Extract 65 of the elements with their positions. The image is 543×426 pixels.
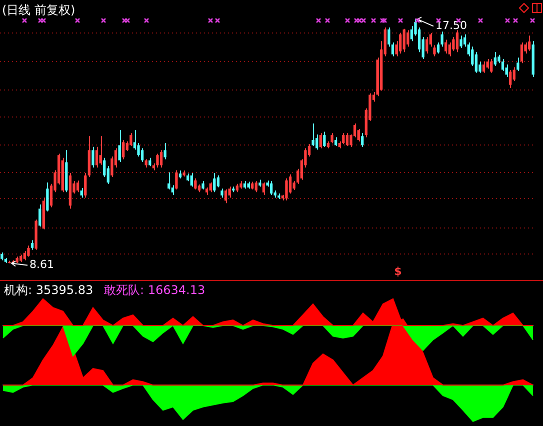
candlestick (118, 130, 121, 162)
candlestick (160, 150, 163, 168)
candlestick (361, 132, 364, 148)
chart-title: 敢死队: 16634.13 (104, 282, 206, 299)
candlestick (319, 132, 322, 149)
candlestick (190, 172, 193, 188)
candlestick (342, 132, 345, 145)
candlestick (474, 52, 478, 74)
candlestick (433, 44, 436, 57)
candlestick (509, 70, 512, 88)
candlestick (323, 131, 326, 148)
candlestick (23, 250, 26, 261)
chart-title: 机构: 35395.83 (4, 282, 94, 299)
candlestick (140, 148, 144, 162)
candlestick (444, 39, 448, 54)
candlestick (402, 28, 406, 53)
candlestick (27, 245, 30, 258)
chart-title: (日线 前复权) (2, 2, 76, 19)
candlestick (164, 142, 166, 160)
candlestick (224, 188, 228, 204)
candlestick (220, 188, 224, 198)
candlestick (92, 146, 94, 168)
candlestick (194, 178, 197, 190)
annotation: 8.61 (29, 258, 54, 272)
candlestick (486, 58, 489, 70)
candlestick (448, 42, 451, 57)
candlestick (216, 174, 220, 188)
candlestick (288, 174, 292, 194)
candlestick (516, 57, 520, 72)
candlestick (38, 204, 42, 227)
candlestick (156, 153, 159, 168)
candlestick (494, 52, 496, 66)
candlestick (528, 35, 531, 52)
candlestick (460, 35, 462, 49)
candlestick (262, 182, 266, 196)
candlestick (84, 172, 87, 198)
candlestick (254, 180, 258, 193)
candlestick (285, 178, 288, 201)
candlestick (482, 61, 486, 74)
candlestick (76, 180, 80, 193)
candlestick (168, 172, 170, 190)
candlestick (312, 123, 314, 147)
candlestick (46, 182, 49, 212)
annotation: $ (394, 264, 402, 278)
candlestick (99, 136, 102, 166)
candlestick (501, 58, 504, 72)
candlestick (130, 132, 132, 147)
candlestick (426, 36, 428, 54)
candlestick (456, 30, 459, 53)
candlestick (512, 66, 516, 82)
candlestick (30, 240, 34, 250)
candlestick (490, 58, 493, 74)
candlestick (398, 32, 402, 54)
candlestick (122, 140, 125, 160)
candlestick (520, 42, 524, 64)
candlestick (330, 132, 334, 144)
candlestick (410, 26, 414, 42)
candlestick (95, 146, 98, 168)
candlestick (209, 182, 212, 193)
candlestick (406, 30, 410, 48)
candlestick (346, 132, 349, 147)
candlestick (80, 188, 83, 198)
candlestick (175, 170, 178, 190)
candlestick (213, 172, 216, 193)
candlestick (270, 180, 273, 196)
